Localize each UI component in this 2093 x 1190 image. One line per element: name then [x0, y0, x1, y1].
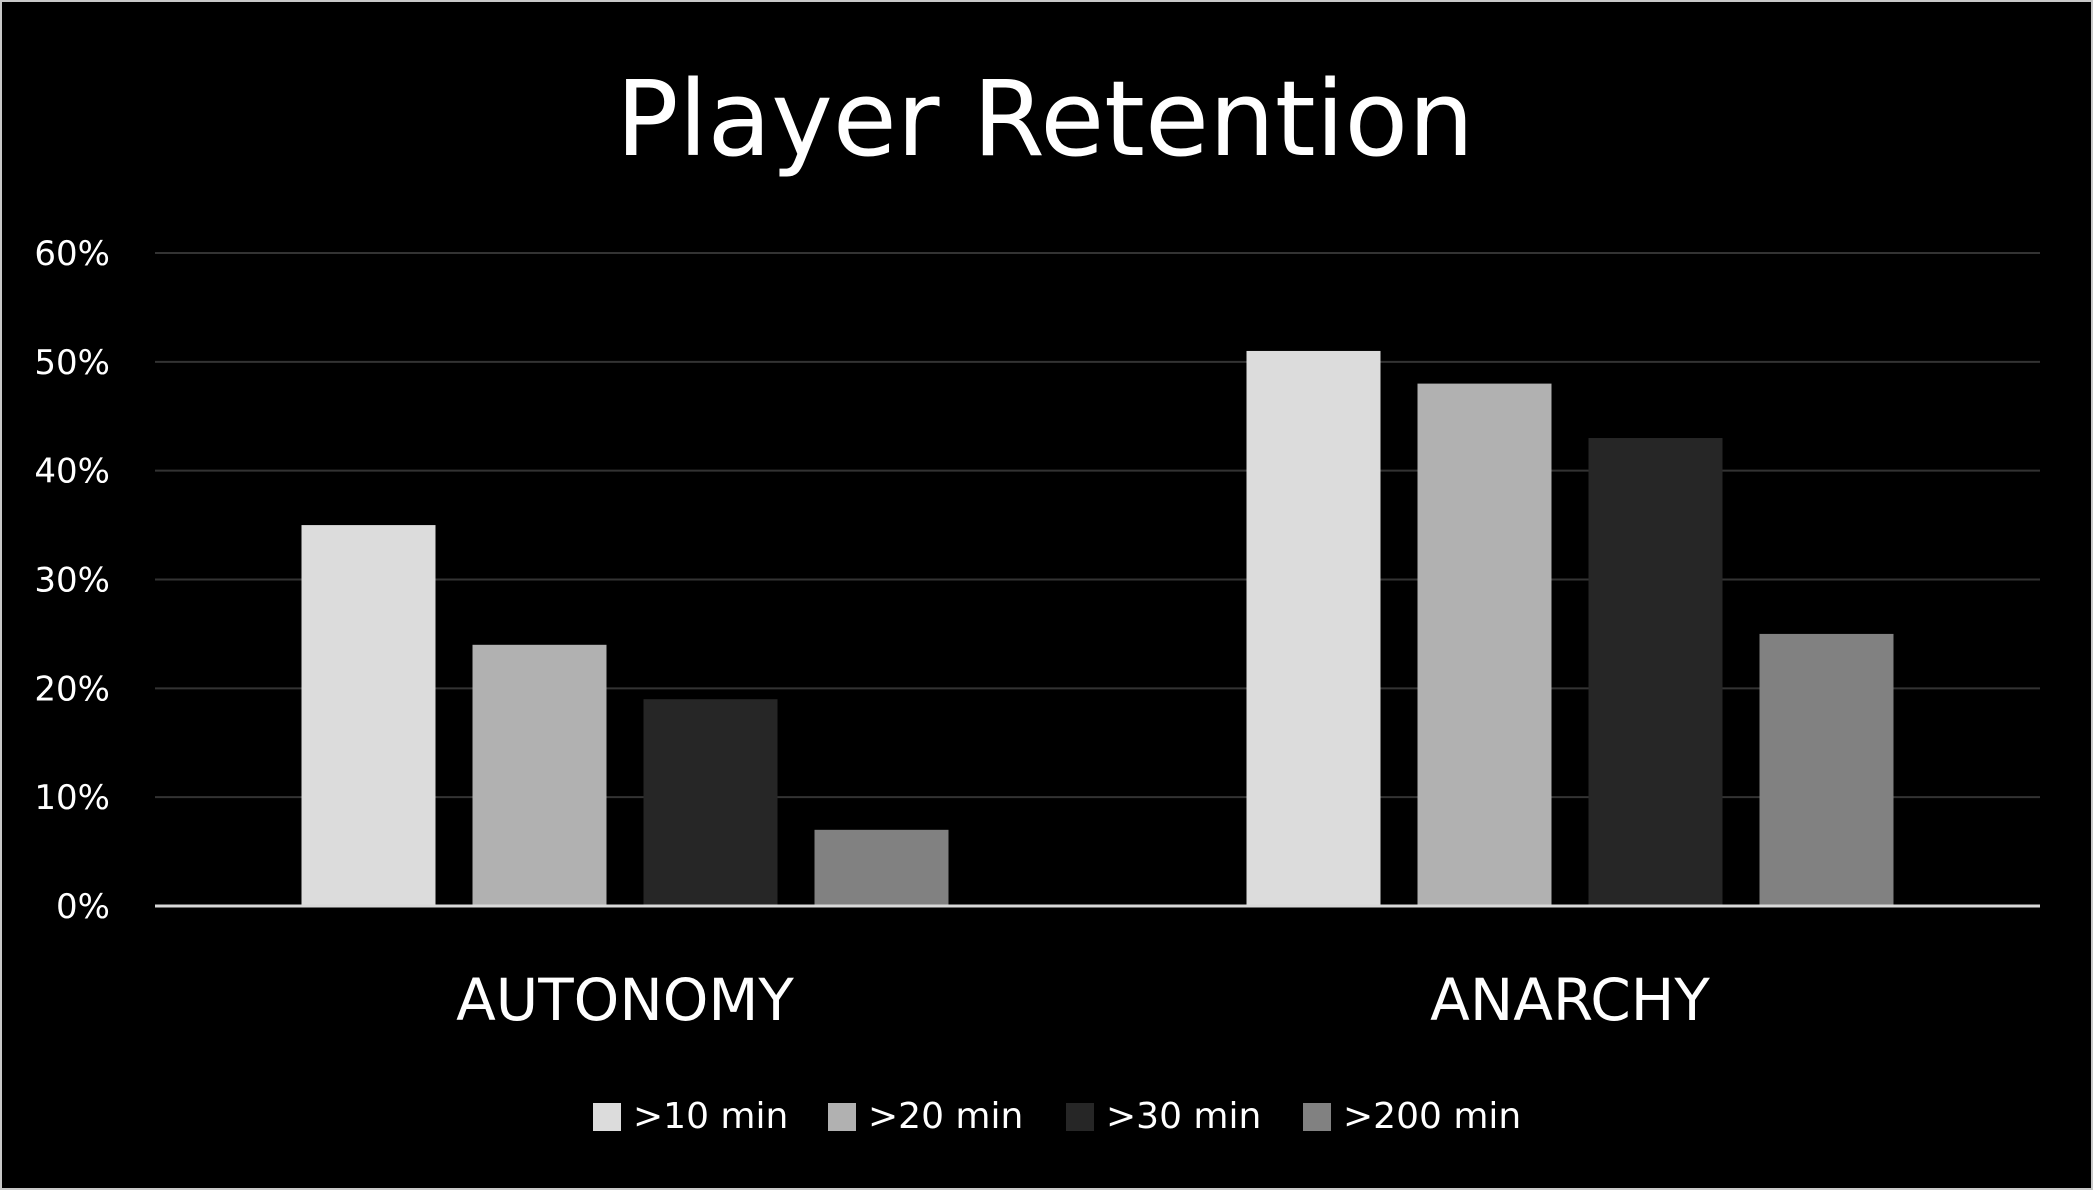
y-axis-ticks: 0% 10% 20% 30% 40% 50% 60%: [34, 234, 110, 927]
gridlines: [155, 252, 2040, 799]
bar: [1246, 350, 1381, 906]
bar: [1759, 633, 1894, 906]
bar: [472, 644, 607, 906]
x-category-label: ANARCHY: [1430, 966, 1710, 1034]
bar: [1588, 438, 1723, 906]
legend-label: >30 min: [1106, 1096, 1261, 1137]
bar: [814, 829, 949, 906]
category-labels: AUTONOMY ANARCHY: [456, 966, 1710, 1034]
legend-swatch: [593, 1103, 621, 1131]
y-tick-label: 20%: [34, 669, 110, 709]
y-tick-label: 40%: [34, 452, 110, 492]
y-tick-label: 60%: [34, 234, 110, 274]
legend-swatch: [1303, 1103, 1331, 1131]
x-category-label: AUTONOMY: [456, 966, 794, 1034]
bar: [643, 699, 778, 906]
y-tick-label: 50%: [34, 343, 110, 383]
bars: [301, 350, 1894, 907]
y-tick-label: 0%: [56, 887, 110, 927]
y-tick-label: 10%: [34, 778, 110, 818]
legend-label: >10 min: [633, 1096, 788, 1137]
bar: [1417, 383, 1552, 907]
legend-label: >20 min: [868, 1096, 1023, 1137]
bar: [301, 525, 436, 906]
legend: >10 min >20 min >30 min >200 min: [593, 1096, 1521, 1137]
legend-swatch: [828, 1103, 856, 1131]
y-tick-label: 30%: [34, 561, 110, 601]
legend-label: >200 min: [1343, 1096, 1521, 1137]
legend-swatch: [1066, 1103, 1094, 1131]
chart-title: Player Retention: [616, 58, 1474, 180]
